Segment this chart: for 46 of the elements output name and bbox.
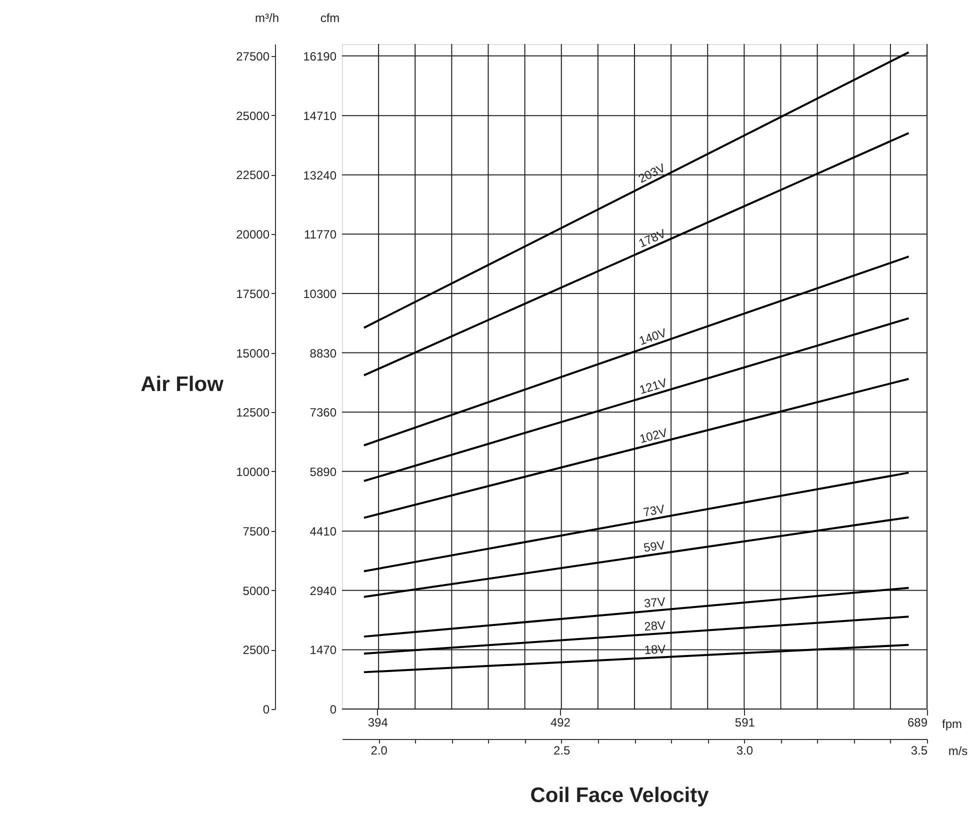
y-tick-label: 5000 bbox=[242, 584, 270, 598]
y-tick-label: 7500 bbox=[242, 524, 270, 538]
x-tick-label: 3.0 bbox=[736, 744, 754, 758]
series-label: 28V bbox=[644, 618, 666, 634]
text: 37V bbox=[643, 594, 666, 610]
x2-tick-label: 591 bbox=[734, 716, 756, 730]
text: m/s bbox=[948, 744, 968, 758]
y2-tick-label: 7360 bbox=[310, 406, 337, 420]
y-tick-label: 15000 bbox=[236, 346, 270, 360]
y2-tick-label: 8830 bbox=[310, 346, 337, 360]
y-tick-label: 25000 bbox=[236, 108, 270, 123]
y2-tick-label: 0 bbox=[330, 702, 337, 716]
x-tick-label: 2.0 bbox=[370, 744, 388, 758]
y2-tick-label: 14710 bbox=[303, 109, 337, 124]
x2-tick-label: 492 bbox=[550, 716, 571, 730]
y-axis-title: Air Flow bbox=[140, 373, 224, 396]
y-tick-label: 12500 bbox=[236, 406, 270, 420]
text: 73V bbox=[642, 502, 666, 520]
text: m³/h bbox=[255, 11, 279, 25]
y-tick-label: 20000 bbox=[236, 228, 270, 242]
x2-tick-label: 394 bbox=[368, 716, 388, 730]
text: 121V bbox=[638, 376, 669, 398]
text: fpm bbox=[942, 717, 962, 731]
text: 140V bbox=[637, 326, 668, 348]
y-tick-label: 17500 bbox=[236, 286, 270, 301]
y2-tick-label: 1470 bbox=[310, 643, 337, 658]
y2-tick-label: 11770 bbox=[304, 228, 337, 242]
text: 178V bbox=[636, 226, 668, 250]
y-tick-label: 22500 bbox=[236, 168, 270, 182]
y-tick-label: 10000 bbox=[236, 465, 270, 479]
y2-tick-label: 16190 bbox=[303, 49, 337, 64]
text: 102V bbox=[638, 425, 669, 446]
y2-tick-label: 2940 bbox=[310, 584, 337, 598]
text: cfm bbox=[320, 11, 340, 25]
x-tick-label: 3.5 bbox=[910, 744, 928, 758]
x2-tick-label: 689 bbox=[907, 716, 928, 730]
y-tick-label: 0 bbox=[262, 702, 270, 716]
y2-tick-label: 13240 bbox=[303, 168, 337, 182]
text: 59V bbox=[642, 538, 666, 555]
x-tick-label: 2.5 bbox=[554, 744, 571, 758]
y-tick-label: 27500 bbox=[236, 49, 270, 64]
y2-tick-label: 5890 bbox=[310, 464, 337, 479]
x-axis-title: Coil Face Velocity bbox=[530, 784, 710, 807]
y2-tick-label: 4410 bbox=[310, 524, 337, 539]
y2-tick-label: 10300 bbox=[303, 286, 337, 301]
y-tick-label: 2500 bbox=[242, 643, 270, 658]
